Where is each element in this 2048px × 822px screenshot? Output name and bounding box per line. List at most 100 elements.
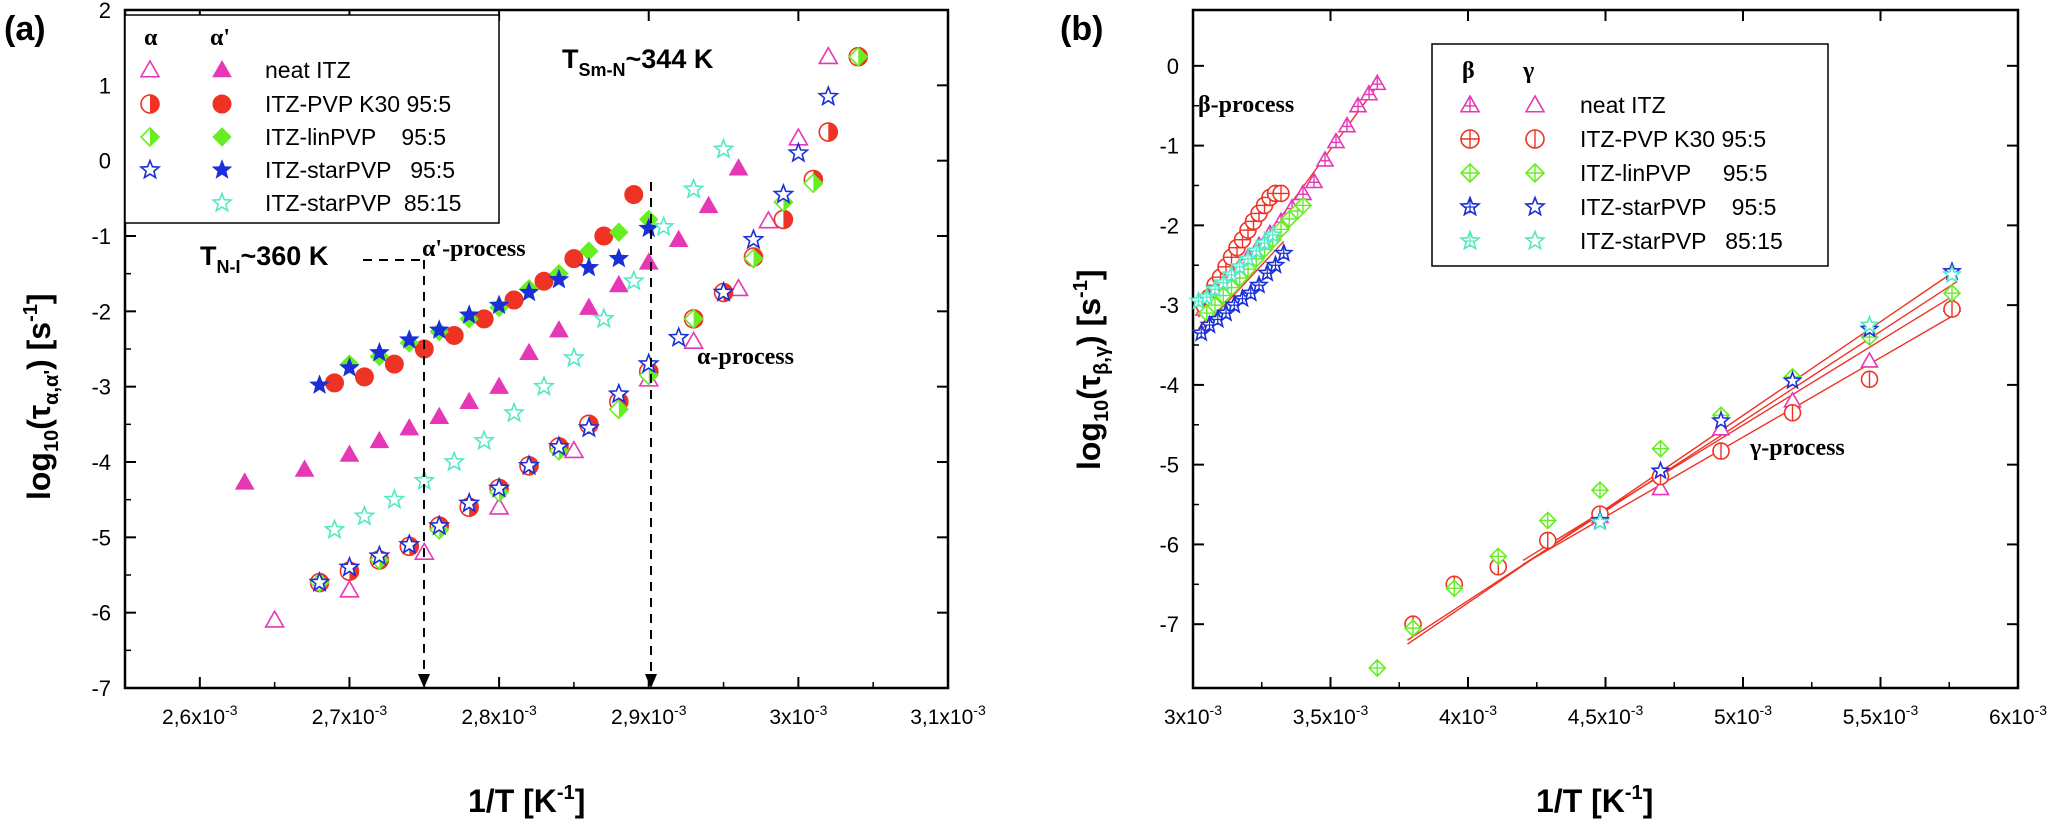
legend-marker-gamma: [1524, 162, 1546, 184]
data-point: [369, 430, 390, 449]
data-point: [443, 450, 466, 472]
panel-b-y-tick-label: -6: [1159, 532, 1179, 557]
panel-a-y-tick-label: -6: [91, 601, 111, 626]
legend-marker-gamma: [1524, 94, 1546, 113]
legend-marker-gamma: [1523, 195, 1547, 217]
data-point: [1315, 150, 1335, 167]
legend-label-itz-starpvp-85: ITZ-starPVP 85:15: [265, 190, 461, 216]
data-point: [1651, 439, 1670, 458]
data-point: [234, 472, 255, 490]
data-point: [607, 382, 630, 404]
legend-label-itz-linpvp: ITZ-linPVP 95:5: [265, 124, 446, 150]
data-point: [608, 399, 629, 420]
data-point: [428, 319, 450, 339]
legend-label-itz-pvp-k30: ITZ-PVP K30 95:5: [265, 91, 451, 117]
series-itz-pvp-k30-95-5-: [1195, 184, 1290, 314]
data-point: [547, 435, 571, 457]
data-point: [398, 329, 420, 349]
legend-b-label-itz-pvp-k30: ITZ-PVP K30 95:5: [1580, 126, 1766, 152]
panel-b-x-tick-label: 4,5x10-3: [1568, 702, 1644, 729]
legend-marker-alpha: [138, 158, 162, 180]
legend-b-label-neat-itz: neat ITZ: [1580, 92, 1666, 118]
data-point: [698, 195, 719, 214]
series-neat-itz-: [234, 158, 749, 490]
panel-b-y-axis-label: log10(τβ,γ) [s-1]: [1070, 269, 1113, 470]
data-point: [683, 330, 704, 350]
data-point: [772, 182, 795, 204]
legend-marker-beta: [1459, 162, 1481, 184]
data-point: [592, 307, 615, 329]
data-point: [308, 570, 331, 593]
panel-a-y-tick-label: -1: [91, 224, 111, 249]
legend-head-gamma: γ: [1522, 58, 1534, 84]
panel-a-y-tick-label: 2: [99, 0, 111, 23]
series-neat-itz-: [1590, 295, 1962, 524]
data-point: [728, 278, 749, 297]
data-point: [339, 579, 360, 598]
data-point: [518, 281, 540, 302]
panel-a-y-tick-label: -4: [91, 450, 111, 475]
data-point: [817, 46, 839, 65]
panel-b-y-tick-label: -1: [1159, 134, 1179, 159]
panel-a-y-tick-label: -3: [91, 375, 111, 400]
panel-a-ticks: 2,6x10-3 2,7x10-3 2,8x10-3 2,9x10-3 3x10-3 3,…: [91, 0, 986, 729]
data-point: [1590, 481, 1610, 500]
panel-b-legend: β γ neat ITZ ITZ-PVP K30 95:5 ITZ-linPVP…: [1431, 43, 1829, 267]
alpha-process-label: α-process: [697, 344, 794, 370]
data-point: [848, 46, 869, 67]
series-itz-pvp-k30-95-5-: [324, 185, 644, 393]
data-point: [579, 297, 599, 315]
data-point: [668, 229, 689, 248]
t-smn-annotation: TSm-N~344 K: [562, 44, 714, 80]
data-point: [608, 274, 629, 293]
panel-b-y-tick-label: -4: [1159, 373, 1179, 398]
panel-a-y-tick-label: 1: [99, 73, 111, 98]
panel-b-x-axis-label: 1/T [K-1]: [1536, 782, 1653, 819]
legend-marker-beta: [1458, 195, 1482, 217]
beta-process-label: β-process: [1198, 92, 1294, 118]
panel-b-label: (b): [1060, 10, 1103, 48]
series-itz-starpvp-85-15-: [1589, 264, 1963, 531]
panel-b-x-tick-label: 4x10-3: [1439, 702, 1497, 729]
data-point: [1712, 442, 1730, 460]
legend-head-alpha: α: [144, 25, 158, 51]
series-itz-starpvp-85-15-: [323, 137, 735, 540]
data-point: [1273, 242, 1294, 262]
legend-marker-alpha: [139, 126, 161, 148]
series-itz-starpvp-95-5-: [309, 217, 660, 394]
panel-a-legend-box: [124, 14, 500, 224]
data-point: [399, 418, 420, 436]
t-smn-arrowhead: [645, 674, 657, 688]
panel-a-x-tick-label: 2,8x10-3: [461, 702, 537, 729]
series-neat-itz-: [264, 46, 839, 628]
series-itz-starpvp-95-5-: [1589, 260, 1963, 530]
data-point: [353, 504, 376, 526]
data-point: [444, 325, 464, 345]
data-point: [488, 294, 510, 315]
data-point: [338, 555, 361, 577]
data-point: [384, 354, 404, 374]
legend-b-label-itz-starpvp-95: ITZ-starPVP 95:5: [1580, 194, 1776, 220]
data-point: [624, 185, 644, 205]
data-point: [728, 158, 749, 176]
panel-a-y-axis-label: log10(τα,α') [s-1]: [20, 293, 63, 500]
data-point: [818, 122, 839, 142]
data-point: [622, 269, 645, 291]
data-point: [1262, 224, 1283, 244]
data-point: [1710, 410, 1732, 430]
data-point: [1943, 300, 1961, 318]
legend-b-label-itz-starpvp-85: ITZ-starPVP 85:15: [1580, 228, 1783, 254]
data-point: [1651, 478, 1670, 496]
legend-marker-beta: [1459, 94, 1481, 113]
data-point: [1782, 370, 1803, 390]
data-point: [294, 459, 315, 477]
data-point: [1337, 116, 1357, 133]
legend-marker-alpha-prime: [212, 59, 232, 78]
data-point: [534, 271, 554, 291]
data-point: [1589, 511, 1611, 531]
panel-a-data-points: [234, 46, 869, 628]
panel-b-legend-box: [1431, 43, 1829, 267]
data-point: [1650, 460, 1671, 480]
panel-b-y-tick-label: -5: [1159, 453, 1179, 478]
